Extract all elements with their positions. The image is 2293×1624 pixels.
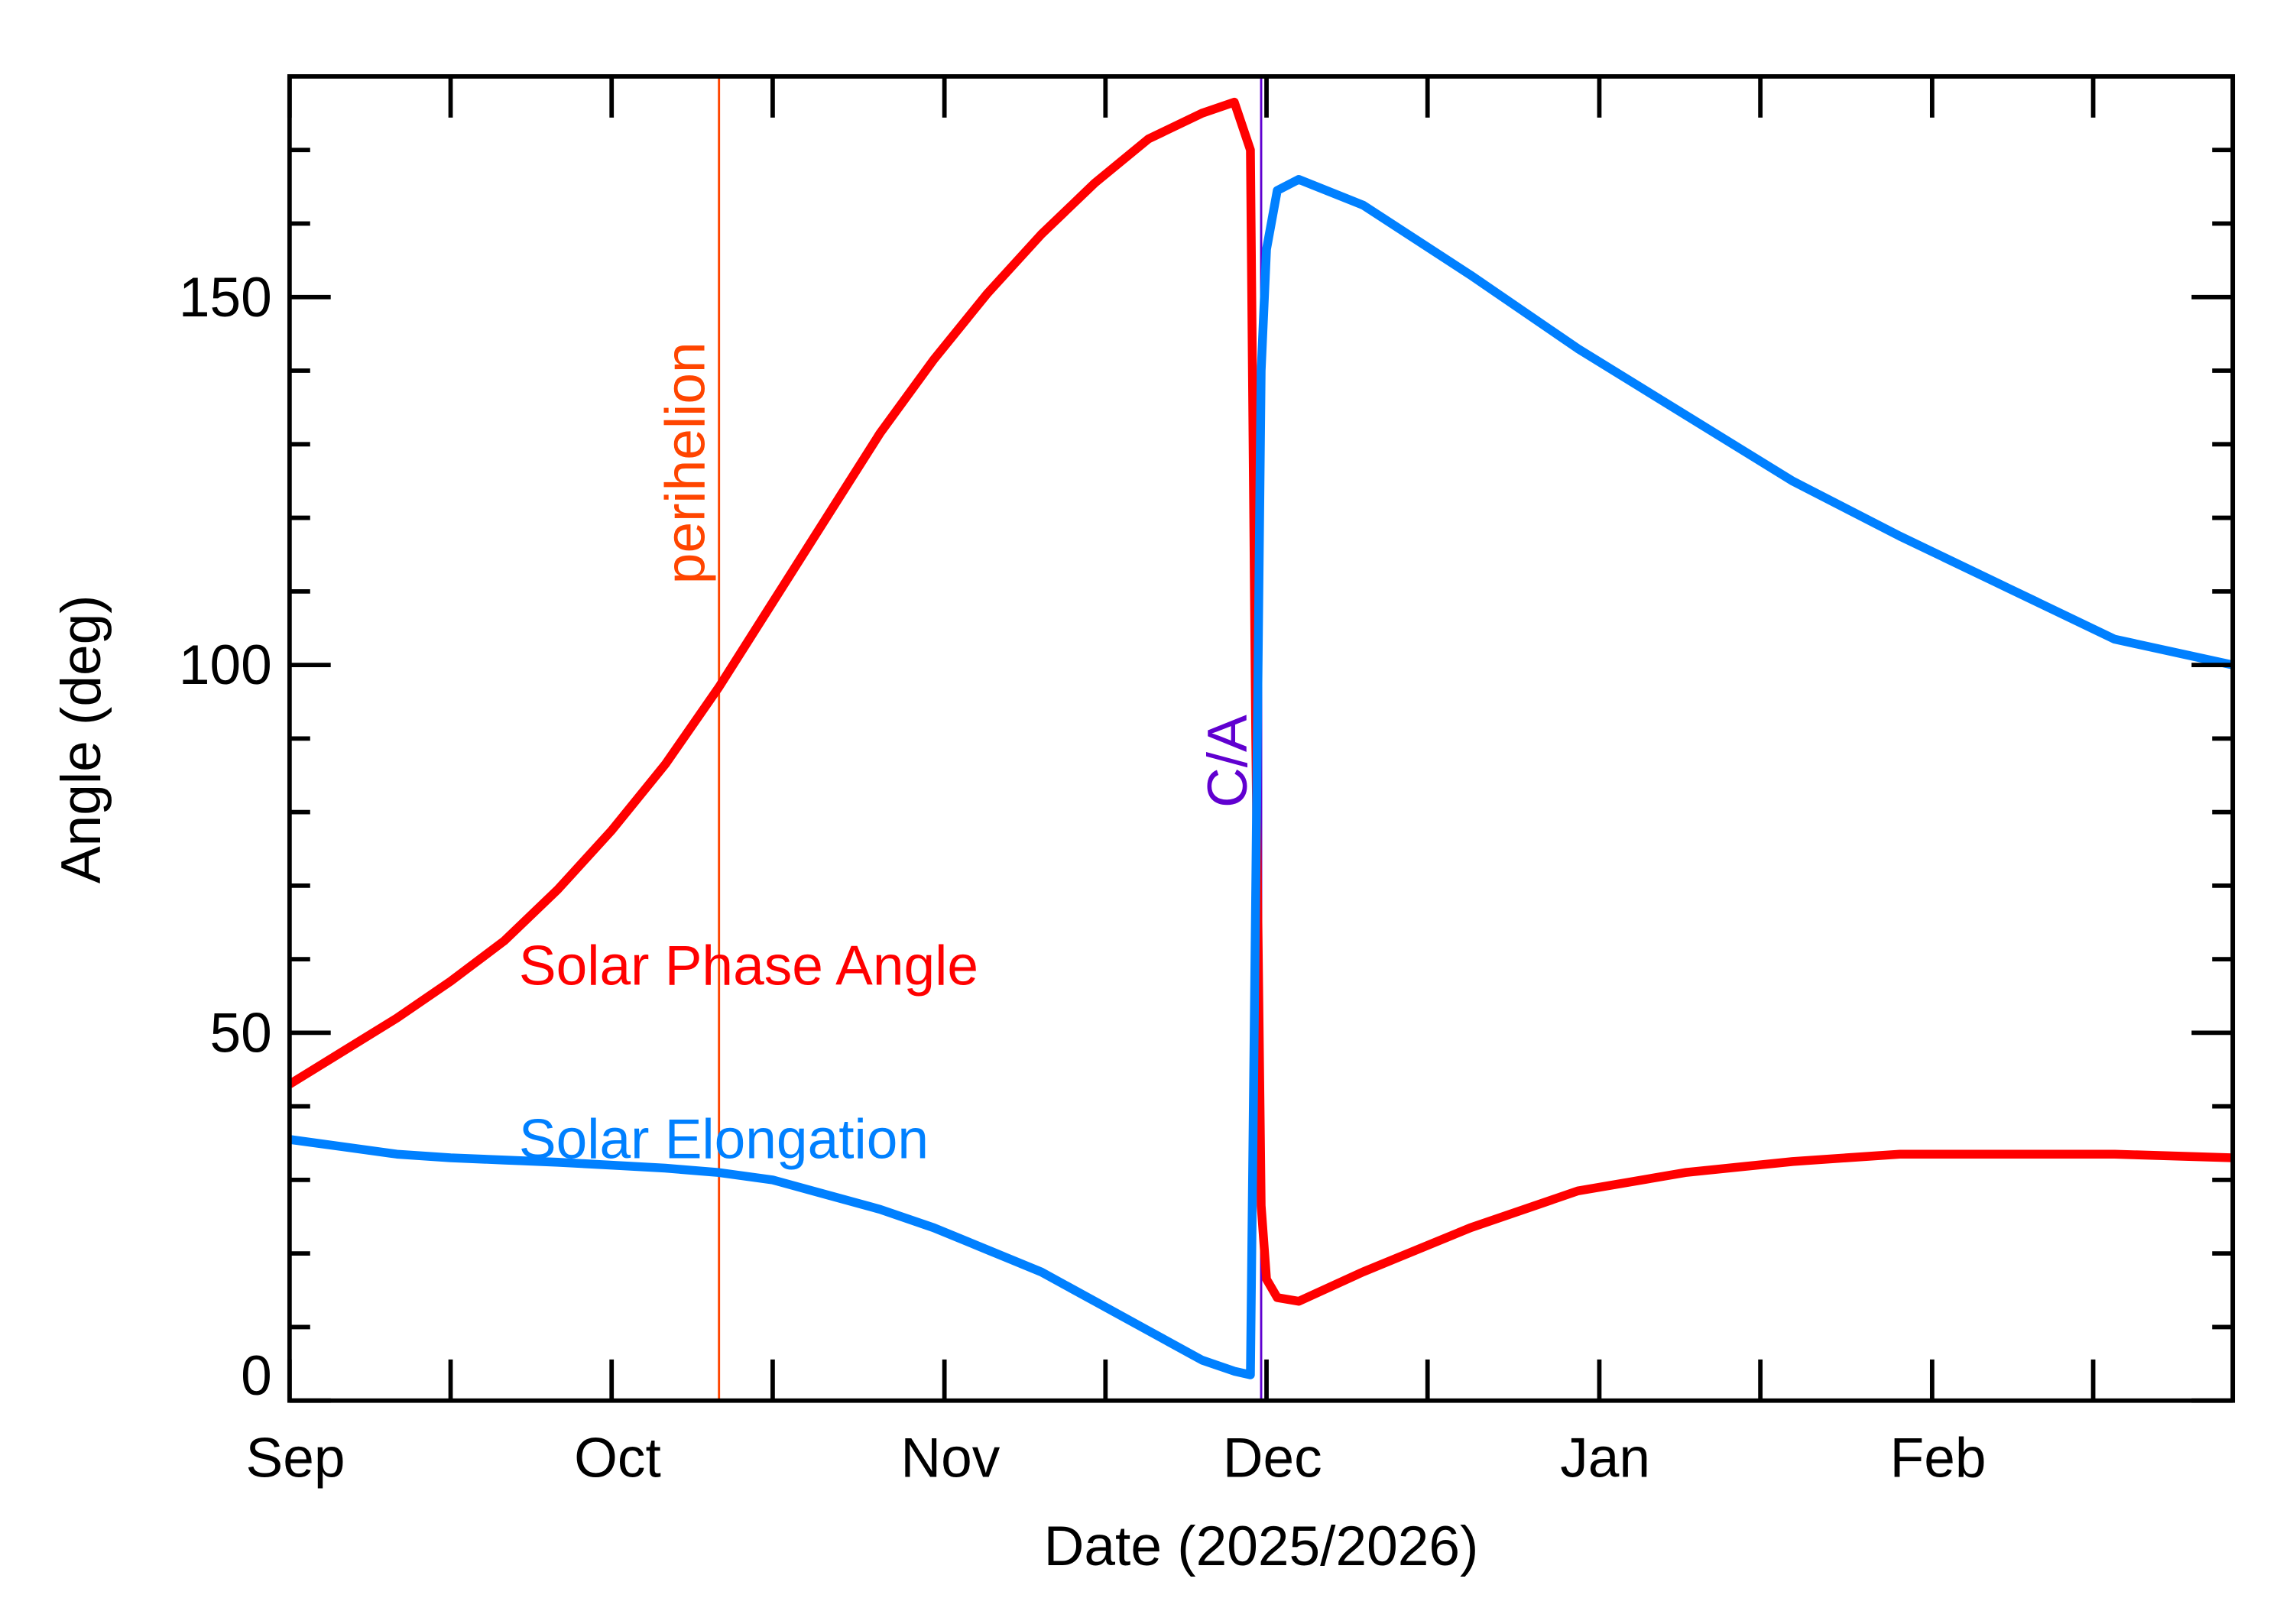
x-tick-label: Nov [900,1428,1000,1489]
x-tick-label: Sep [246,1428,345,1489]
x-tick-label: Dec [1223,1428,1322,1489]
series-label: Solar Phase Angle [519,935,978,997]
x-tick-label: Feb [1890,1428,1987,1489]
annotation-label: C/A [1197,715,1259,808]
y-tick-label: 50 [209,1002,271,1064]
y-tick-label: 0 [241,1345,272,1407]
y-axis-title: Angle (deg) [50,595,112,883]
y-tick-label: 100 [179,634,272,696]
x-axis-title: Date (2025/2026) [1044,1515,1479,1577]
series-line [287,97,2233,1306]
y-tick-label: 150 [179,267,272,329]
series-label: Solar Elongation [519,1108,929,1170]
x-tick-label: Jan [1560,1428,1650,1489]
annotation-label: perihelion [654,342,716,584]
x-tick-label: Oct [574,1428,661,1489]
series-line [289,175,2234,1379]
